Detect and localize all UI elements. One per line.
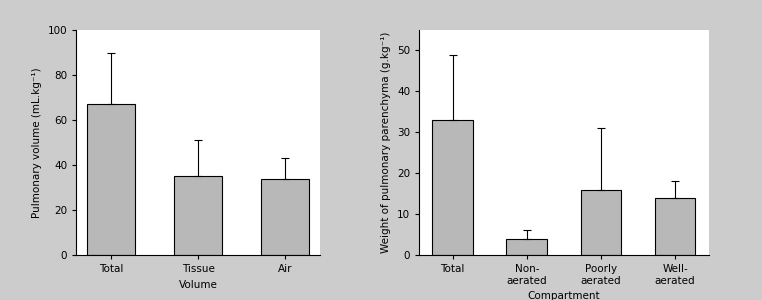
Bar [88,104,135,255]
Bar [655,198,696,255]
Bar [261,178,309,255]
Bar [507,238,547,255]
Y-axis label: Weight of pulmonary parenchyma (g.kg⁻¹): Weight of pulmonary parenchyma (g.kg⁻¹) [382,32,392,253]
Bar [432,120,473,255]
X-axis label: Volume: Volume [178,280,218,290]
Y-axis label: Pulmonary volume (mL.kg⁻¹): Pulmonary volume (mL.kg⁻¹) [32,67,42,218]
Bar [581,190,621,255]
X-axis label: Compartment: Compartment [527,291,600,300]
Bar [174,176,222,255]
